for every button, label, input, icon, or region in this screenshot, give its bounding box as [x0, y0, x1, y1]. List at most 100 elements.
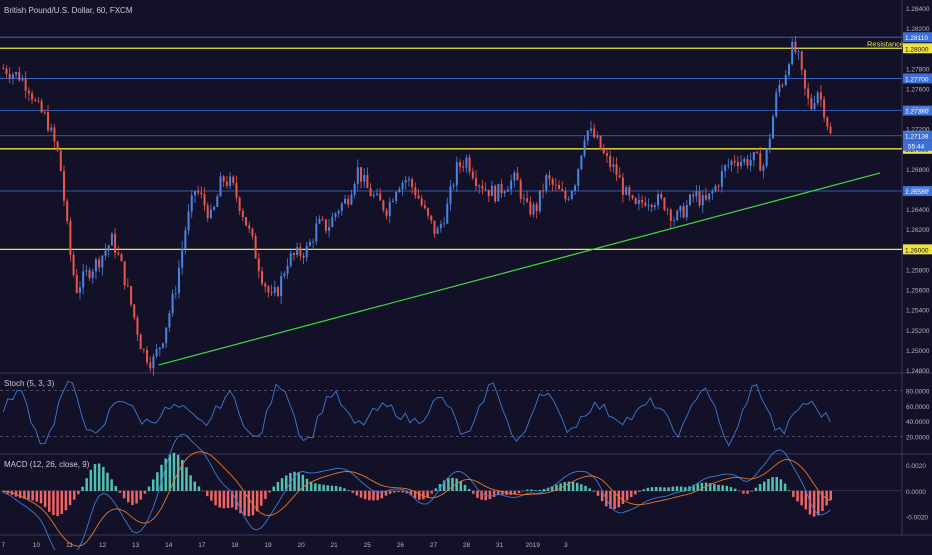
- candle-body: [111, 234, 113, 246]
- candle-body: [69, 221, 71, 255]
- candle-body: [191, 195, 193, 211]
- candle-body: [427, 208, 429, 216]
- candle-body: [478, 186, 480, 187]
- macd-histogram-bar: [509, 491, 512, 495]
- macd-histogram-bar: [651, 487, 654, 491]
- candle-body: [200, 193, 202, 195]
- x-tick-label: 2019: [525, 542, 540, 549]
- candle-body: [510, 180, 512, 189]
- macd-histogram-bar: [144, 491, 147, 494]
- candle-body: [92, 271, 94, 278]
- candle-body: [721, 171, 723, 187]
- chart-title: British Pound/U.S. Dollar, 60, FXCM: [4, 6, 133, 15]
- candle-body: [766, 149, 768, 166]
- macd-histogram-bar: [302, 475, 305, 491]
- macd-histogram-bar: [85, 478, 88, 491]
- candle-body: [807, 88, 809, 98]
- candle-body: [414, 187, 416, 195]
- candle-body: [354, 184, 356, 195]
- candle-body: [548, 175, 550, 179]
- candle-body: [251, 229, 253, 237]
- candle-body: [421, 198, 423, 205]
- macd-histogram-bar: [73, 491, 76, 500]
- macd-histogram-bar: [148, 487, 151, 492]
- candle-body: [41, 101, 43, 112]
- x-tick-label: 13: [132, 542, 140, 549]
- candle-body: [124, 261, 126, 285]
- candle-body: [810, 98, 812, 109]
- macd-histogram-bar: [788, 490, 791, 491]
- macd-histogram-bar: [830, 491, 833, 500]
- candle-body: [724, 165, 726, 171]
- candle-body: [775, 92, 777, 116]
- candle-body: [114, 234, 116, 253]
- candle-body: [325, 219, 327, 230]
- candle-body: [504, 192, 506, 194]
- candle-body: [178, 268, 180, 293]
- candle-body: [555, 185, 557, 186]
- macd-histogram-bar: [655, 487, 658, 491]
- candle-body: [612, 164, 614, 167]
- candle-body: [34, 100, 36, 101]
- x-tick-label: 17: [198, 542, 206, 549]
- candle-body: [558, 185, 560, 189]
- macd-histogram-bar: [638, 491, 641, 492]
- candle-body: [280, 276, 282, 296]
- candle-body: [53, 127, 55, 141]
- candle-body: [159, 348, 161, 350]
- macd-histogram-bar: [746, 491, 749, 494]
- candle-body: [89, 270, 91, 278]
- x-tick-label: 25: [364, 542, 372, 549]
- macd-histogram-bar: [69, 491, 72, 505]
- candle-body: [216, 196, 218, 207]
- candle-body: [785, 75, 787, 85]
- candle-body: [318, 219, 320, 224]
- candle-body: [545, 175, 547, 191]
- candle-body: [213, 207, 215, 210]
- candle-body: [338, 211, 340, 213]
- candle-body: [587, 131, 589, 141]
- candle-body: [501, 184, 503, 193]
- macd-histogram-bar: [667, 487, 670, 491]
- macd-histogram-bar: [522, 491, 525, 492]
- candle-body: [513, 173, 515, 181]
- macd-histogram-bar: [426, 491, 429, 498]
- candle-body: [283, 274, 285, 277]
- candle-body: [140, 335, 142, 349]
- macd-histogram-bar: [622, 491, 625, 504]
- candle-body: [520, 180, 522, 198]
- candle-body: [37, 101, 39, 102]
- candle-body: [804, 70, 806, 89]
- candle-body: [341, 204, 343, 211]
- macd-histogram-bar: [223, 491, 226, 508]
- candle-body: [386, 210, 388, 216]
- candle-body: [411, 179, 413, 187]
- macd-histogram-bar: [139, 491, 142, 500]
- price-tick-label: 1.25600: [906, 288, 930, 295]
- macd-histogram-bar: [227, 491, 230, 508]
- candle-body: [370, 188, 372, 196]
- macd-histogram-bar: [102, 467, 105, 491]
- macd-histogram-bar: [680, 487, 683, 492]
- macd-histogram-bar: [156, 472, 159, 491]
- price-tick-label: 1.27200: [906, 127, 930, 134]
- candle-body: [689, 195, 691, 205]
- candle-body: [395, 192, 397, 201]
- candle-body: [507, 190, 509, 192]
- candle-body: [750, 160, 752, 165]
- candle-body: [817, 92, 819, 103]
- macd-histogram-bar: [780, 479, 783, 491]
- macd-histogram-bar: [173, 453, 176, 491]
- macd-histogram-bar: [751, 491, 754, 492]
- candle-body: [366, 175, 368, 188]
- candle-body: [274, 287, 276, 293]
- candle-body: [616, 164, 618, 175]
- candle-body: [663, 198, 665, 210]
- candle-body: [261, 271, 263, 283]
- candle-body: [2, 68, 4, 69]
- macd-histogram-bar: [214, 491, 217, 506]
- candle-body: [727, 165, 729, 166]
- candle-body: [580, 155, 582, 169]
- macd-histogram-bar: [48, 491, 51, 512]
